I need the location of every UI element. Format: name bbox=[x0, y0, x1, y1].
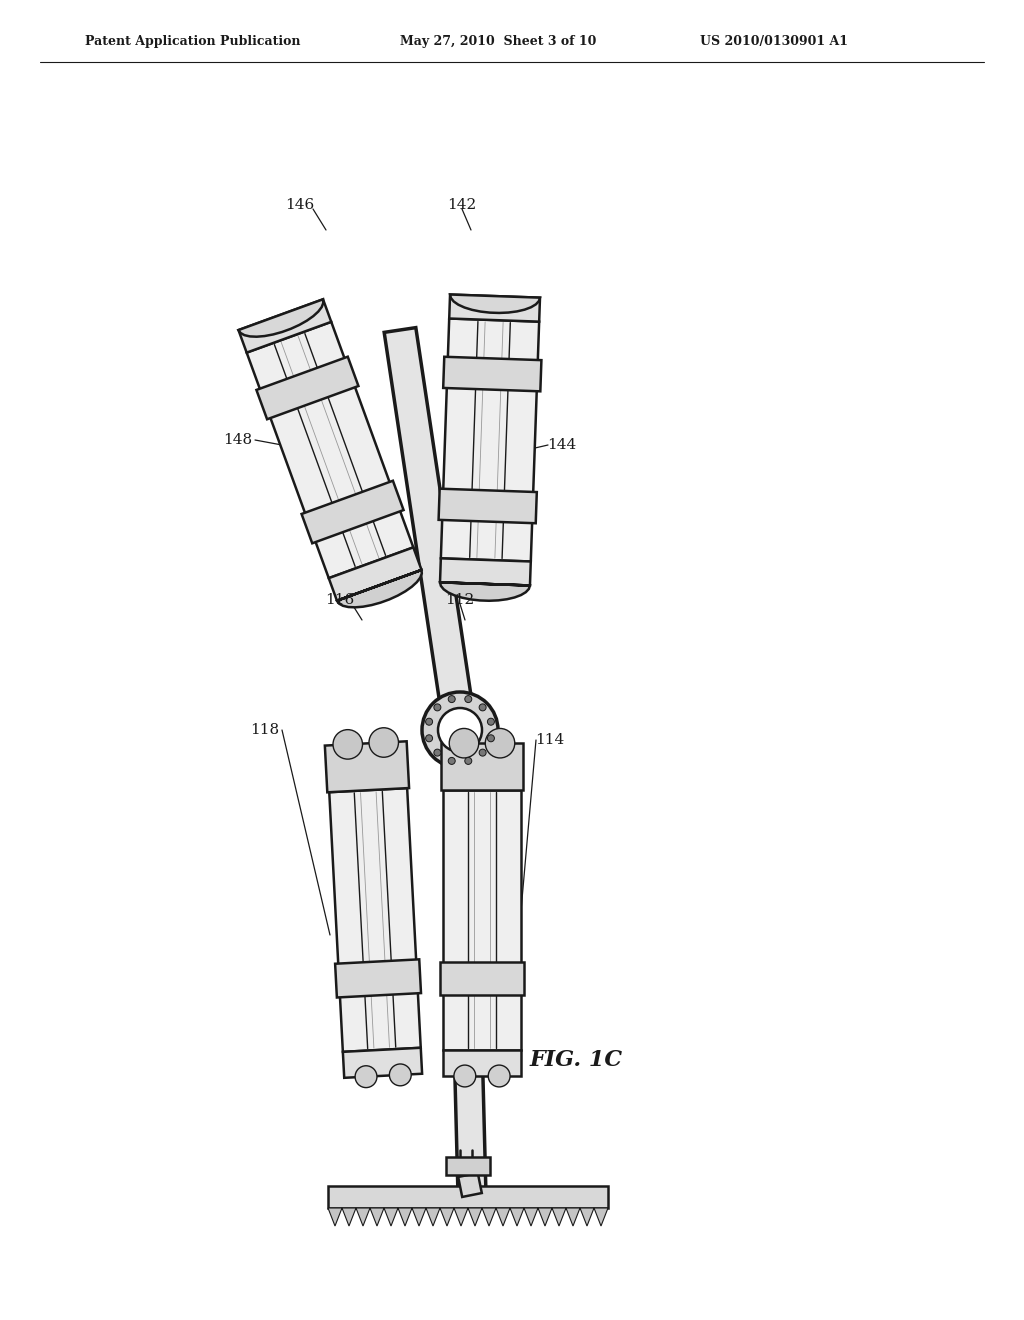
Circle shape bbox=[450, 729, 479, 758]
Circle shape bbox=[449, 758, 456, 764]
Circle shape bbox=[438, 708, 482, 752]
Polygon shape bbox=[566, 1208, 580, 1226]
Circle shape bbox=[434, 704, 441, 711]
Polygon shape bbox=[440, 582, 530, 601]
Circle shape bbox=[369, 727, 398, 758]
Polygon shape bbox=[440, 961, 524, 995]
Circle shape bbox=[454, 1065, 476, 1086]
Polygon shape bbox=[440, 1208, 454, 1226]
Text: May 27, 2010  Sheet 3 of 10: May 27, 2010 Sheet 3 of 10 bbox=[400, 36, 596, 49]
Circle shape bbox=[389, 1064, 412, 1086]
Circle shape bbox=[485, 729, 515, 758]
Circle shape bbox=[333, 730, 362, 759]
Circle shape bbox=[488, 1065, 510, 1086]
Polygon shape bbox=[384, 1208, 398, 1226]
Polygon shape bbox=[302, 480, 403, 544]
Polygon shape bbox=[438, 488, 537, 523]
Polygon shape bbox=[328, 1208, 342, 1226]
Polygon shape bbox=[398, 1208, 412, 1226]
Text: Patent Application Publication: Patent Application Publication bbox=[85, 36, 300, 49]
Polygon shape bbox=[343, 1048, 422, 1078]
Circle shape bbox=[465, 758, 472, 764]
Polygon shape bbox=[325, 742, 410, 792]
Polygon shape bbox=[496, 1208, 510, 1226]
Bar bbox=[328, 1185, 608, 1208]
Circle shape bbox=[487, 718, 495, 725]
Text: US 2010/0130901 A1: US 2010/0130901 A1 bbox=[700, 36, 848, 49]
Circle shape bbox=[355, 1065, 377, 1088]
Circle shape bbox=[449, 696, 456, 702]
Circle shape bbox=[487, 735, 495, 742]
Polygon shape bbox=[458, 1173, 482, 1197]
Text: FIG. 1C: FIG. 1C bbox=[530, 1049, 624, 1071]
Polygon shape bbox=[370, 1208, 384, 1226]
Polygon shape bbox=[454, 1208, 468, 1226]
Text: 146: 146 bbox=[286, 198, 314, 213]
Circle shape bbox=[465, 696, 472, 702]
Text: 148: 148 bbox=[223, 433, 253, 447]
Polygon shape bbox=[335, 960, 421, 998]
Polygon shape bbox=[468, 1208, 482, 1226]
Polygon shape bbox=[552, 1208, 566, 1226]
Polygon shape bbox=[440, 558, 530, 586]
Polygon shape bbox=[538, 1208, 552, 1226]
Polygon shape bbox=[594, 1208, 608, 1226]
Polygon shape bbox=[412, 1208, 426, 1226]
Polygon shape bbox=[443, 356, 542, 391]
Polygon shape bbox=[239, 300, 331, 352]
Polygon shape bbox=[342, 1208, 356, 1226]
Text: 142: 142 bbox=[447, 198, 476, 213]
Circle shape bbox=[479, 750, 486, 756]
Polygon shape bbox=[441, 743, 523, 789]
Polygon shape bbox=[482, 1208, 496, 1226]
Polygon shape bbox=[510, 1208, 524, 1226]
Polygon shape bbox=[337, 570, 422, 607]
Polygon shape bbox=[330, 788, 421, 1052]
Text: 116: 116 bbox=[326, 593, 354, 607]
Polygon shape bbox=[441, 318, 540, 561]
Circle shape bbox=[434, 750, 441, 756]
Polygon shape bbox=[443, 789, 521, 1049]
Polygon shape bbox=[443, 1049, 521, 1076]
Circle shape bbox=[422, 692, 498, 768]
Polygon shape bbox=[524, 1208, 538, 1226]
Bar bbox=[446, 1158, 490, 1175]
Text: 144: 144 bbox=[548, 438, 577, 451]
Text: 112: 112 bbox=[445, 593, 475, 607]
Polygon shape bbox=[239, 300, 324, 337]
Polygon shape bbox=[329, 548, 422, 601]
Polygon shape bbox=[356, 1208, 370, 1226]
Polygon shape bbox=[247, 322, 414, 578]
Text: 118: 118 bbox=[251, 723, 280, 737]
Polygon shape bbox=[580, 1208, 594, 1226]
Polygon shape bbox=[426, 1208, 440, 1226]
Circle shape bbox=[479, 704, 486, 711]
Text: 114: 114 bbox=[536, 733, 564, 747]
Circle shape bbox=[426, 718, 432, 725]
Polygon shape bbox=[446, 730, 486, 1196]
Polygon shape bbox=[384, 327, 476, 733]
Circle shape bbox=[426, 735, 432, 742]
Polygon shape bbox=[450, 294, 540, 322]
Polygon shape bbox=[451, 294, 540, 313]
Polygon shape bbox=[256, 356, 358, 420]
